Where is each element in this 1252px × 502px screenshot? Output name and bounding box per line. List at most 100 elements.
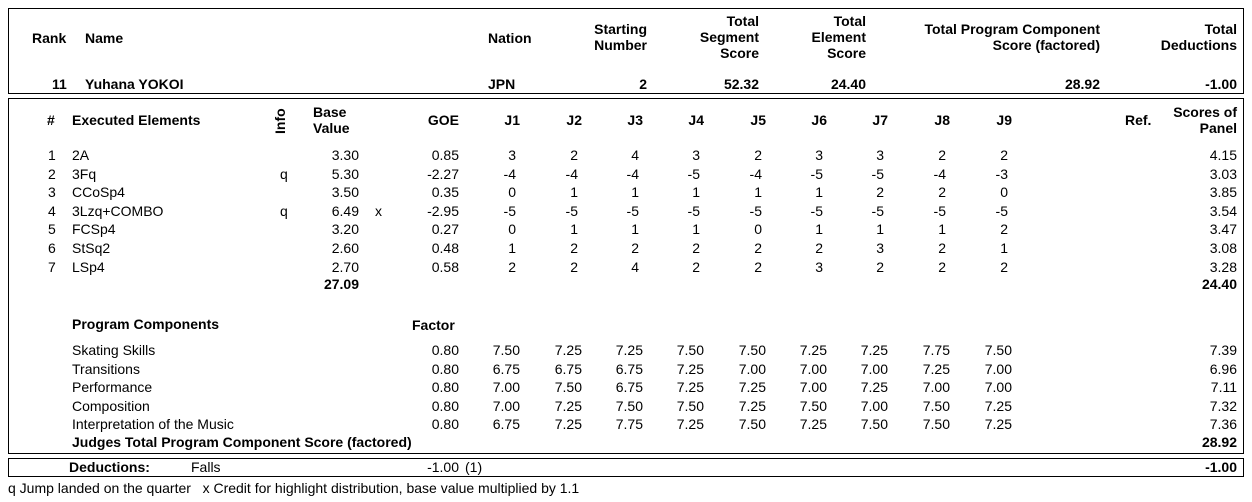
- component-judge-score: 7.25: [676, 416, 704, 433]
- total-element-header-line: Element: [811, 29, 866, 45]
- component-judge-score: 6.75: [492, 360, 520, 377]
- factor-header: Factor: [412, 317, 455, 333]
- component-judge-score: 7.25: [984, 416, 1012, 433]
- component-panel-score: 7.11: [1210, 379, 1237, 396]
- component-judge-score: 7.00: [738, 360, 766, 377]
- element-judge-score: 2: [938, 258, 946, 275]
- name-header: Name: [85, 30, 124, 46]
- element-base-value: 3.20: [331, 221, 359, 238]
- total-element-header-line: Score: [827, 45, 866, 61]
- element-judge-score: 2: [1000, 258, 1008, 275]
- element-judge-score: 2: [570, 147, 578, 163]
- element-judge-score: 2: [876, 184, 884, 201]
- component-judge-score: 6.75: [492, 416, 520, 433]
- element-judge-score: 2: [754, 147, 762, 163]
- component-name: Performance: [72, 379, 153, 396]
- element-name: FCSp4: [72, 221, 116, 238]
- col-panel-header-line: Scores of: [1173, 104, 1237, 120]
- component-judge-score: 7.00: [860, 397, 888, 414]
- deductions-value: -1.00: [427, 459, 459, 475]
- component-judge-score: 7.50: [554, 379, 582, 396]
- pc-total-value: 28.92: [1201, 434, 1237, 450]
- col-panel-header-line: Panel: [1199, 120, 1237, 136]
- element-judge-score: 1: [815, 221, 823, 238]
- element-goe: 0.27: [431, 221, 459, 238]
- element-judge-score: -5: [749, 202, 762, 219]
- element-judge-score: 0: [754, 221, 762, 238]
- element-num: 1: [48, 147, 56, 163]
- deductions-label: Deductions:: [69, 459, 150, 475]
- element-judge-score: 3: [815, 258, 823, 275]
- element-judge-score: 1: [631, 184, 639, 201]
- component-judge-score: 7.25: [860, 379, 888, 396]
- element-goe: 0.48: [431, 240, 459, 256]
- judge-header-3: J3: [627, 112, 643, 128]
- rank-header: Rank: [32, 30, 67, 46]
- col-base-header: Base Value: [313, 104, 350, 136]
- element-judge-score: 2: [1000, 221, 1008, 238]
- component-name: Transitions: [72, 360, 140, 377]
- elements-panel-total: 24.40: [1201, 276, 1237, 292]
- element-name: StSq2: [72, 240, 111, 256]
- component-judge-score: 7.25: [554, 416, 582, 433]
- element-judge-score: 1: [570, 184, 578, 201]
- element-judge-score: 0: [508, 184, 516, 201]
- element-judge-score: 1: [1000, 240, 1008, 256]
- component-judge-score: 7.00: [799, 360, 827, 377]
- skater-rank: 11: [52, 76, 67, 92]
- element-num: 2: [48, 165, 56, 182]
- total-segment-header-line: Score: [720, 45, 759, 61]
- col-base-header-line: Base: [313, 104, 347, 120]
- deductions-type: Falls: [191, 459, 221, 475]
- component-name: Composition: [72, 397, 150, 414]
- deductions-box: [8, 458, 1244, 477]
- judge-header-2: J2: [566, 112, 582, 128]
- component-judge-score: 7.25: [738, 397, 766, 414]
- element-judge-score: 1: [508, 240, 516, 256]
- judge-header-1: J1: [504, 112, 520, 128]
- skater-nation: JPN: [488, 76, 516, 92]
- skater-total-element: 24.40: [830, 76, 866, 92]
- total-deductions-header-line: Deductions: [1160, 37, 1237, 53]
- summary-box: [8, 8, 1244, 94]
- component-panel-score: 6.96: [1209, 360, 1237, 377]
- element-judge-score: -5: [810, 165, 823, 182]
- element-judge-score: -5: [503, 202, 516, 219]
- judge-header-8: J8: [934, 112, 950, 128]
- starting-number-header-line: Starting: [594, 21, 647, 37]
- element-judge-score: 2: [938, 240, 946, 256]
- element-judge-score: -4: [503, 165, 516, 182]
- skater-name: Yuhana YOKOI: [85, 76, 184, 92]
- component-judge-score: 6.75: [554, 360, 582, 377]
- element-judge-score: 2: [938, 184, 946, 201]
- component-judge-score: 6.75: [615, 360, 643, 377]
- element-base-value: 3.30: [331, 147, 359, 163]
- element-judge-score: 0: [508, 221, 516, 238]
- component-judge-score: 7.00: [984, 360, 1012, 377]
- element-panel-score: 3.47: [1209, 221, 1237, 238]
- element-judge-score: 2: [631, 240, 639, 256]
- element-panel-score: 3.54: [1209, 202, 1237, 219]
- total-element-header-line: Total: [833, 13, 866, 29]
- details-box: [8, 98, 1244, 454]
- component-judge-score: 7.50: [799, 397, 827, 414]
- skater-total-pcs: 28.92: [1064, 76, 1100, 92]
- component-judge-score: 7.00: [984, 379, 1012, 396]
- judge-header-7: J7: [872, 112, 888, 128]
- element-goe: 0.58: [431, 258, 459, 275]
- element-goe: -2.95: [427, 202, 459, 219]
- element-judge-score: 2: [570, 240, 578, 256]
- element-judge-score: 1: [876, 221, 884, 238]
- component-judge-score: 7.25: [676, 360, 704, 377]
- element-name: LSp4: [72, 258, 105, 275]
- element-judge-score: 3: [876, 240, 884, 256]
- component-judge-score: 7.50: [922, 416, 950, 433]
- component-judge-score: 7.50: [676, 397, 704, 414]
- col-executed-header: Executed Elements: [72, 112, 201, 128]
- element-judge-score: 2: [692, 258, 700, 275]
- col-num-header: #: [47, 112, 55, 128]
- element-info: q: [280, 165, 288, 182]
- element-judge-score: 0: [1000, 184, 1008, 201]
- judge-header-6: J6: [811, 112, 827, 128]
- element-judge-score: 3: [692, 147, 700, 163]
